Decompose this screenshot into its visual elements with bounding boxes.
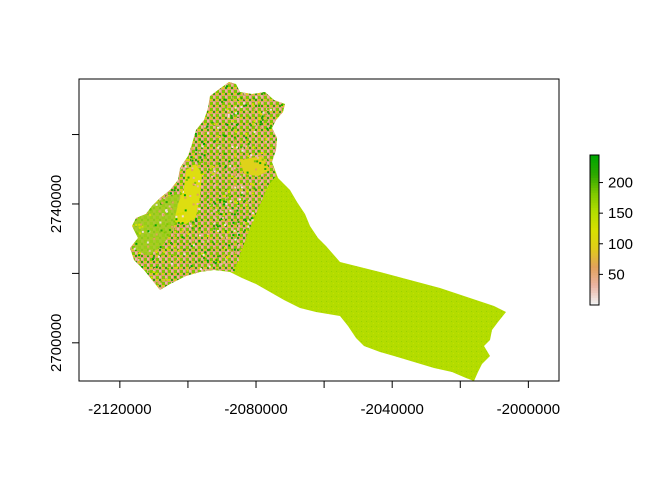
x-tick-label: -2000000: [497, 401, 560, 418]
y-tick-label: 2740000: [48, 175, 65, 233]
legend-tick-label: 50: [608, 266, 625, 283]
legend-tick-label: 200: [608, 175, 633, 192]
y-axis: 2700000 2740000: [48, 134, 80, 372]
x-tick-label: -2080000: [224, 401, 287, 418]
x-tick-label: -2120000: [88, 401, 151, 418]
region-yellow-patch: [174, 164, 202, 224]
legend-bar: [589, 154, 600, 306]
x-tick-label: -2040000: [360, 401, 423, 418]
raster-region: [130, 82, 506, 381]
legend-tick-label: 100: [608, 236, 633, 253]
x-axis: -2120000 -2080000 -2040000 -2000000: [88, 380, 560, 418]
color-legend: 50 100 150 200: [589, 154, 633, 306]
region-yellow-streak: [240, 156, 270, 176]
legend-tick-label: 150: [608, 205, 633, 222]
y-tick-label: 2700000: [48, 314, 65, 372]
